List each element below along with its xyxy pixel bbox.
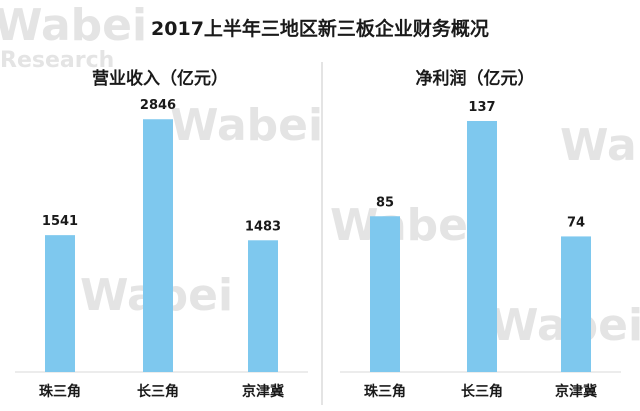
panel-title-profit: 净利润（亿元） [415, 69, 535, 89]
data-label: 1541 [42, 214, 78, 229]
data-label: 137 [468, 100, 495, 115]
watermark-brand: Wabei [0, 0, 148, 51]
category-label: 京津冀 [242, 383, 284, 400]
watermark-sub: Research [0, 48, 115, 73]
category-label: 京津冀 [555, 383, 597, 400]
revenue-chart: 1541 珠三角 2846 长三角 1483 京津冀 [15, 98, 308, 400]
category-label: 长三角 [137, 383, 179, 400]
watermark-brand: Wabei [560, 120, 640, 171]
bar [370, 216, 400, 372]
watermark-brand: Wabei [170, 100, 324, 151]
bar [248, 240, 278, 372]
watermark-brand: Wabei [330, 200, 484, 251]
bar [561, 236, 591, 372]
category-label: 珠三角 [39, 383, 81, 400]
category-label: 珠三角 [364, 383, 406, 400]
data-label: 85 [376, 195, 394, 210]
data-label: 1483 [245, 219, 281, 234]
panel-title-revenue: 营业收入（亿元） [92, 69, 228, 89]
bar [467, 120, 497, 372]
data-label: 2846 [140, 98, 176, 113]
bar [143, 119, 173, 373]
profit-chart: 85 珠三角 137 长三角 74 京津冀 [340, 100, 621, 400]
category-label: 长三角 [461, 383, 503, 400]
bar [45, 235, 75, 372]
chart-title: 2017上半年三地区新三板企业财务概况 [151, 18, 489, 40]
data-label: 74 [567, 215, 585, 230]
